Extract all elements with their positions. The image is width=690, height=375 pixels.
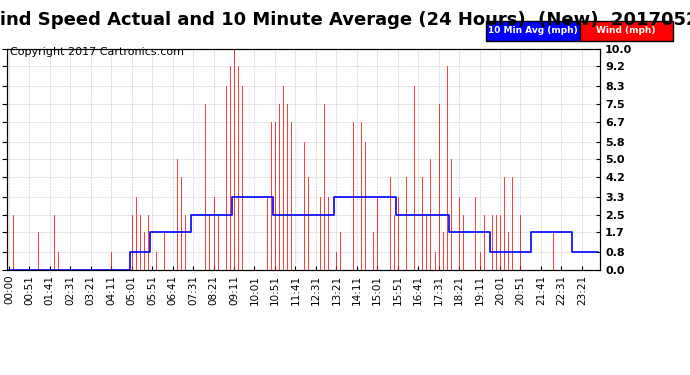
Text: Wind (mph): Wind (mph) — [596, 26, 656, 36]
Text: 10 Min Avg (mph): 10 Min Avg (mph) — [488, 26, 578, 36]
Text: Copyright 2017 Cartronics.com: Copyright 2017 Cartronics.com — [10, 47, 184, 57]
Text: Wind Speed Actual and 10 Minute Average (24 Hours)  (New)  20170526: Wind Speed Actual and 10 Minute Average … — [0, 11, 690, 29]
